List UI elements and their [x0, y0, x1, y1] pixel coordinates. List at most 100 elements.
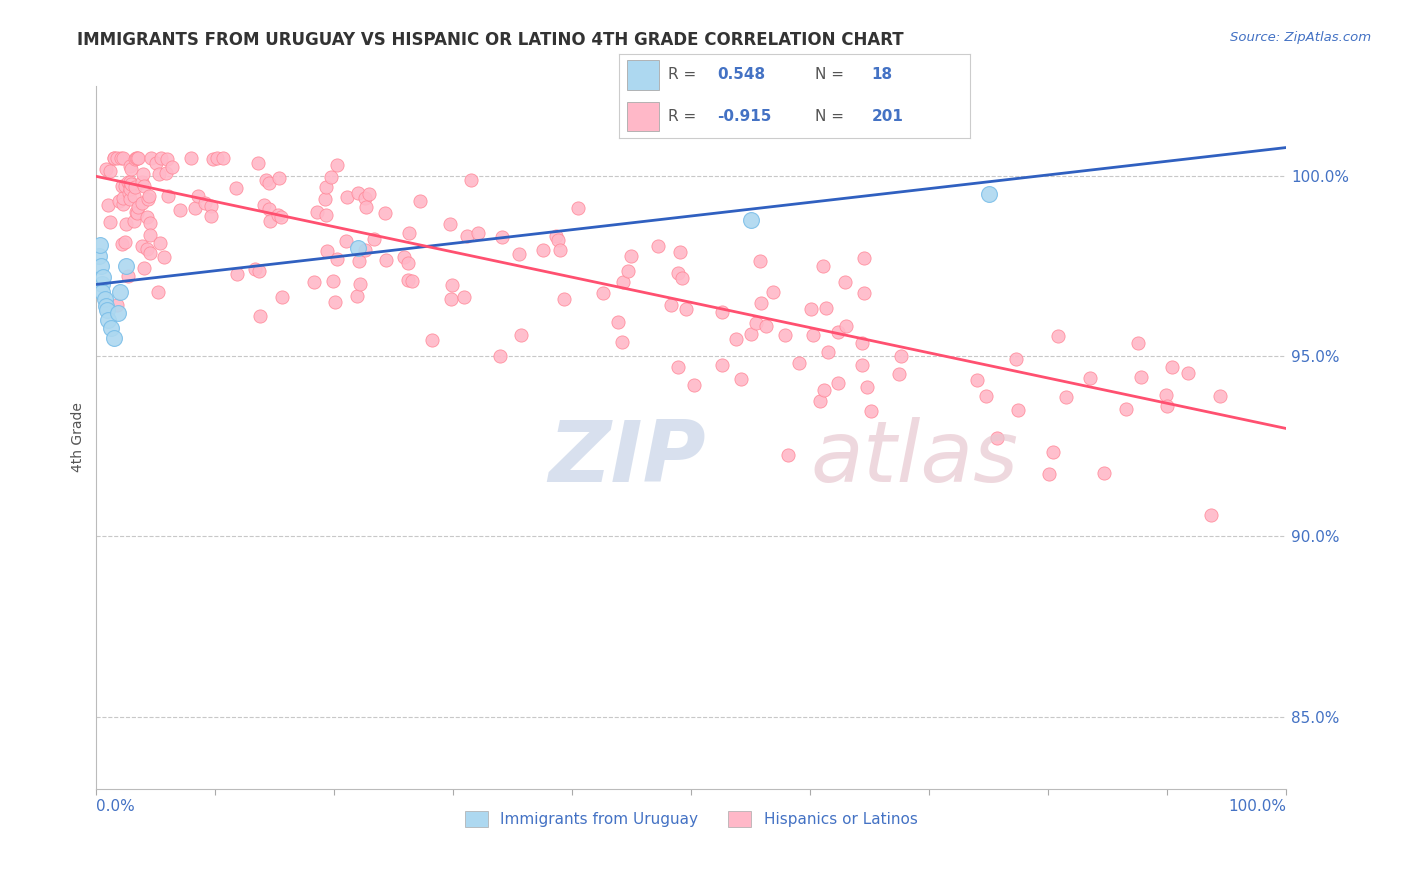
Point — [815, 301, 838, 316]
Point — [127, 152, 149, 166]
Point — [110, 237, 132, 252]
Point — [314, 192, 336, 206]
FancyBboxPatch shape — [627, 61, 659, 90]
Point — [266, 208, 288, 222]
Point — [553, 292, 575, 306]
Point — [138, 216, 160, 230]
Point — [420, 333, 443, 347]
Point — [356, 201, 378, 215]
Point — [748, 254, 770, 268]
Point — [132, 261, 155, 276]
Point — [336, 190, 359, 204]
Point — [225, 181, 247, 195]
Point — [346, 289, 368, 303]
Point — [110, 152, 132, 166]
Point — [125, 206, 148, 220]
Point — [374, 206, 396, 220]
Point — [711, 305, 734, 319]
Point — [156, 152, 179, 166]
Point — [1115, 401, 1137, 416]
Point — [799, 301, 821, 316]
Point — [114, 179, 136, 194]
Point — [762, 285, 785, 299]
Point — [115, 217, 138, 231]
Point — [96, 302, 118, 317]
Point — [103, 152, 125, 166]
Point — [153, 250, 176, 264]
Point — [157, 188, 180, 202]
Point — [1054, 390, 1077, 404]
Point — [398, 226, 420, 240]
Point — [860, 404, 883, 418]
Point — [1078, 371, 1101, 385]
Point — [122, 214, 145, 228]
Point — [547, 233, 569, 247]
Point — [671, 271, 693, 285]
Point — [440, 292, 463, 306]
Point — [440, 277, 463, 292]
Point — [669, 245, 692, 260]
Point — [120, 175, 142, 189]
Point — [1129, 369, 1152, 384]
Point — [755, 318, 778, 333]
Point — [811, 260, 834, 274]
Point — [986, 432, 1008, 446]
Point — [396, 272, 419, 286]
Point — [1160, 359, 1182, 374]
Point — [827, 325, 849, 339]
Point — [184, 201, 207, 215]
Point — [91, 277, 114, 292]
Point — [124, 152, 146, 166]
Point — [617, 264, 640, 278]
Point — [1126, 335, 1149, 350]
Point — [90, 260, 112, 274]
Point — [270, 211, 292, 225]
Point — [834, 275, 856, 289]
Point — [620, 248, 643, 262]
Point — [401, 274, 423, 288]
Legend: Immigrants from Uruguay, Hispanics or Latinos: Immigrants from Uruguay, Hispanics or La… — [458, 805, 924, 833]
Point — [155, 166, 177, 180]
Point — [852, 251, 875, 265]
Point — [773, 327, 796, 342]
Point — [100, 320, 122, 334]
Y-axis label: 4th Grade: 4th Grade — [72, 402, 86, 473]
Point — [835, 318, 858, 333]
Point — [489, 349, 512, 363]
Point — [125, 205, 148, 219]
Point — [544, 228, 567, 243]
Point — [187, 188, 209, 202]
Point — [1042, 445, 1064, 459]
Point — [162, 160, 184, 174]
Point — [730, 372, 752, 386]
Point — [349, 277, 371, 291]
FancyBboxPatch shape — [627, 102, 659, 131]
Text: 100.0%: 100.0% — [1227, 799, 1286, 814]
Point — [139, 245, 162, 260]
Point — [315, 208, 337, 222]
Point — [247, 156, 270, 170]
Point — [180, 152, 202, 166]
Point — [243, 262, 266, 277]
Point — [1046, 329, 1069, 343]
Point — [803, 328, 825, 343]
Point — [270, 290, 292, 304]
Point — [131, 196, 153, 211]
Point — [98, 164, 121, 178]
Point — [96, 162, 118, 177]
Point — [259, 177, 281, 191]
Point — [374, 253, 396, 268]
Point — [321, 170, 343, 185]
Point — [1209, 389, 1232, 403]
Point — [977, 187, 1000, 202]
Point — [117, 269, 139, 284]
Point — [808, 393, 831, 408]
Point — [363, 232, 385, 246]
Point — [302, 275, 325, 289]
Point — [114, 235, 136, 249]
Point — [491, 229, 513, 244]
Point — [139, 152, 162, 166]
Text: IMMIGRANTS FROM URUGUAY VS HISPANIC OR LATINO 4TH GRADE CORRELATION CHART: IMMIGRANTS FROM URUGUAY VS HISPANIC OR L… — [77, 31, 904, 49]
Point — [508, 247, 530, 261]
Point — [103, 331, 125, 345]
